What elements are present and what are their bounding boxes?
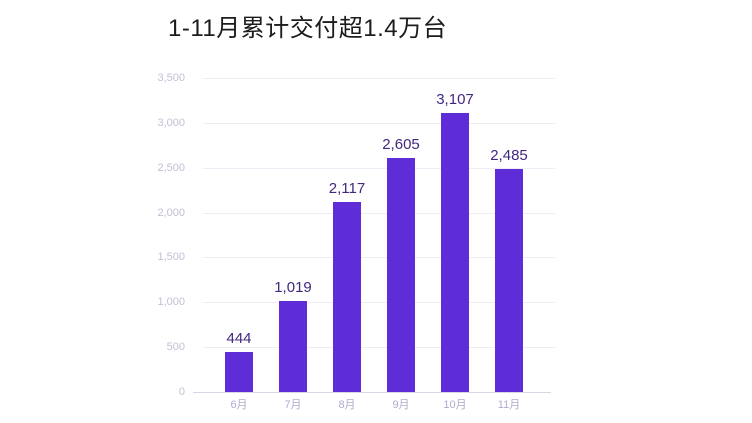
bar-value-label: 2,485 <box>490 147 528 165</box>
gridline <box>203 347 555 349</box>
gridline <box>203 78 555 79</box>
y-tick-label: 500 <box>166 341 185 354</box>
y-tick-label: 2,500 <box>157 161 185 174</box>
x-tick-label: 6月 <box>230 399 248 411</box>
y-tick-label: 3,000 <box>157 116 185 129</box>
bar <box>441 113 469 392</box>
bar <box>495 169 523 392</box>
x-tick-label: 7月 <box>284 399 302 411</box>
y-tick-label: 0 <box>178 386 185 398</box>
bar <box>279 300 307 392</box>
chart-title: 1-11月累计交付超1.4万台 <box>168 15 448 42</box>
plot-area: 0 500 1,000 1,500 2,000 2,500 3,000 3,500 444 6月 1… <box>157 72 555 411</box>
bar <box>333 202 361 392</box>
bar-value-label: 444 <box>226 330 252 348</box>
x-tick-label: 11月 <box>497 399 521 411</box>
y-tick-label: 1,500 <box>157 251 185 264</box>
bar <box>387 158 415 392</box>
x-axis-line <box>193 392 551 393</box>
bar <box>225 352 253 392</box>
bar-value-label: 2,605 <box>382 136 420 154</box>
x-tick-label: 10月 <box>443 399 467 411</box>
gridline <box>203 212 555 214</box>
gridline <box>203 122 555 124</box>
y-tick-label: 2,000 <box>157 206 185 219</box>
x-tick-label: 8月 <box>338 399 356 411</box>
y-tick-label: 1,000 <box>157 296 185 309</box>
x-tick-label: 9月 <box>392 399 410 411</box>
bar-value-label: 3,107 <box>436 91 474 109</box>
y-tick-label: 3,500 <box>157 72 185 84</box>
gridline <box>203 257 555 259</box>
gridline <box>203 167 555 169</box>
bar-value-label: 1,019 <box>274 278 312 296</box>
gridline <box>203 302 555 304</box>
bar-value-label: 2,117 <box>328 180 366 198</box>
